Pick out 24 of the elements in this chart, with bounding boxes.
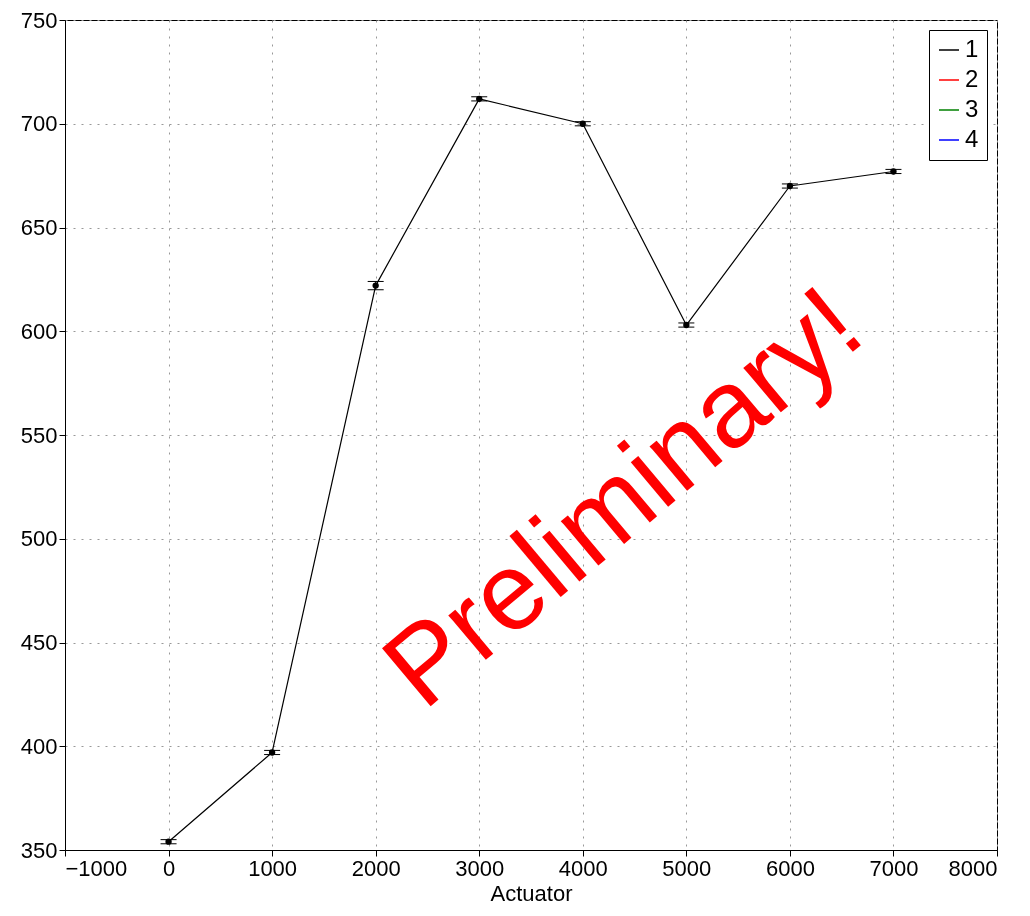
x-tick-label: 7000: [869, 855, 919, 881]
y-tick-label: 400: [20, 733, 58, 759]
x-tick-label: 4000: [558, 855, 608, 881]
x-tick-label: 3000: [455, 855, 505, 881]
y-tick-label: 700: [20, 111, 58, 137]
y-tick-label: 500: [20, 526, 58, 552]
y-tick-label: 350: [20, 837, 58, 863]
x-tick-label: −1000: [65, 855, 128, 881]
x-tick-label: 5000: [662, 855, 712, 881]
legend-label: 4: [965, 125, 979, 152]
y-tick-label: 650: [20, 215, 58, 240]
x-tick-label: 0: [162, 855, 176, 881]
y-tick-label: 750: [20, 7, 58, 33]
x-tick-label: 1000: [248, 855, 298, 881]
y-tick-label: 450: [20, 630, 58, 655]
y-tick-label: 600: [20, 318, 58, 344]
x-tick-label: 2000: [351, 855, 401, 881]
legend-label: 1: [965, 35, 979, 62]
y-tick-label: 550: [20, 422, 58, 448]
legend-label: 2: [965, 65, 979, 92]
x-axis-title: Actuator: [490, 880, 573, 906]
x-tick-label: 6000: [765, 855, 815, 881]
x-tick-label: 8000: [948, 855, 998, 881]
legend-label: 3: [965, 95, 979, 122]
